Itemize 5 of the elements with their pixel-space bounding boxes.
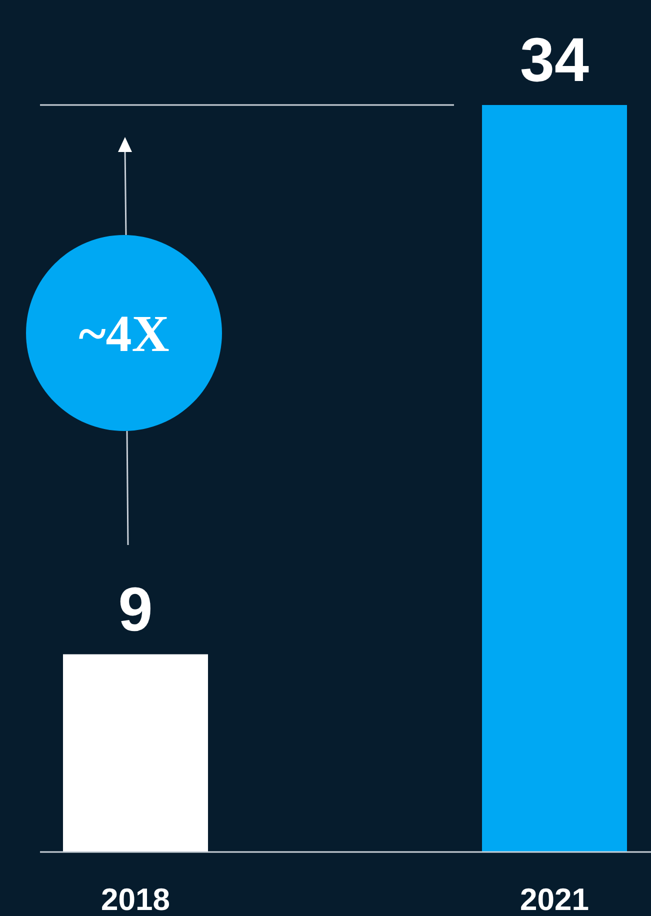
data-label: 34 bbox=[520, 26, 590, 95]
x-tick-label: 2021 bbox=[520, 882, 589, 916]
x-tick-label: 2018 bbox=[101, 882, 170, 916]
annotation: ~4X bbox=[78, 306, 170, 363]
data-label: 9 bbox=[118, 575, 153, 644]
